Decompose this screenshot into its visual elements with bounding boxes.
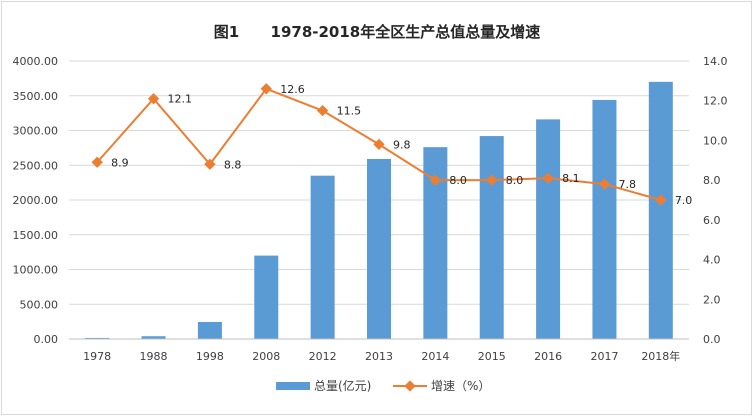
y-axis-right: 0.0 2.0 4.0 6.0 8.0 10.0 12.0 14.0 (703, 55, 728, 346)
bar (536, 119, 561, 339)
y-right-tick-label: 12.0 (703, 95, 728, 108)
bar-series (85, 81, 673, 339)
x-tick-label: 2008 (252, 350, 280, 363)
legend-bar-swatch (276, 382, 310, 390)
bar (254, 255, 279, 339)
bar (310, 175, 335, 339)
y-left-tick-label: 3500.00 (13, 90, 59, 103)
y-right-tick-label: 14.0 (703, 55, 728, 68)
y-left-tick-label: 0.00 (34, 333, 59, 346)
legend: 总量(亿元) 增速（%） (276, 378, 490, 393)
x-tick-label: 1988 (140, 350, 168, 363)
x-axis: 1978 1988 1998 2008 2012 2013 2014 2015 2016 2017… (69, 338, 689, 363)
line-data-label: 9.8 (393, 138, 411, 151)
line-marker (655, 194, 667, 206)
y-left-tick-label: 1000.00 (13, 264, 59, 277)
line-marker (373, 138, 385, 151)
y-right-tick-label: 6.0 (703, 214, 721, 227)
x-tick-label: 2017 (590, 350, 618, 363)
legend-bar-label: 总量(亿元) (314, 378, 371, 393)
y-left-tick-label: 500.00 (20, 298, 59, 311)
x-tick-label: 2015 (478, 350, 506, 363)
line-data-label: 8.9 (111, 156, 129, 169)
line-data-label: 8.0 (449, 174, 467, 187)
y-left-tick-label: 2500.00 (13, 159, 59, 172)
bar (85, 337, 110, 339)
line-data-label: 12.6 (280, 83, 305, 96)
line-data-label: 12.1 (168, 93, 193, 106)
x-tick-label: 2018年 (641, 349, 680, 363)
line-data-label: 8.0 (506, 174, 524, 187)
bar (197, 321, 222, 339)
bar (367, 158, 391, 339)
x-tick-label: 2013 (365, 350, 393, 363)
legend-line-label: 增速（%） (431, 379, 490, 393)
bar (648, 81, 673, 339)
y-right-tick-label: 8.0 (703, 174, 721, 187)
x-tick-label: 2016 (534, 350, 562, 363)
y-left-tick-label: 3000.00 (13, 125, 59, 138)
line-data-label: 7.8 (618, 178, 636, 191)
y-axis-left: 0.00 500.00 1000.00 1500.00 2000.00 2500.00 30… (13, 55, 59, 346)
line-marker (542, 172, 554, 184)
y-right-tick-label: 4.0 (703, 254, 721, 267)
line-data-label: 11.5 (337, 105, 362, 118)
y-left-tick-label: 4000.00 (13, 55, 59, 68)
line-marker (204, 158, 216, 170)
x-tick-label: 1978 (83, 350, 111, 363)
legend-line-marker (404, 380, 416, 392)
line-data-label: 8.1 (562, 172, 580, 185)
y-right-tick-label: 2.0 (703, 293, 721, 306)
line-marker (598, 178, 611, 190)
y-left-tick-label: 2000.00 (13, 194, 59, 207)
x-tick-label: 1998 (196, 350, 224, 363)
line-marker (486, 174, 498, 186)
bar (141, 336, 166, 339)
y-left-tick-label: 1500.00 (13, 229, 59, 242)
bar (479, 136, 504, 339)
y-right-tick-label: 0.0 (703, 333, 721, 346)
line-data-label: 8.8 (224, 158, 242, 171)
line-marker (429, 174, 442, 186)
x-tick-label: 2014 (421, 350, 449, 363)
line-marker (316, 104, 329, 117)
line-data-label: 7.0 (675, 194, 693, 207)
x-tick-label: 2012 (309, 350, 337, 363)
chart-title: 图1 1978-2018年全区生产总值总量及增速 (214, 23, 541, 41)
bar (592, 99, 617, 339)
y-right-tick-label: 10.0 (703, 134, 728, 147)
